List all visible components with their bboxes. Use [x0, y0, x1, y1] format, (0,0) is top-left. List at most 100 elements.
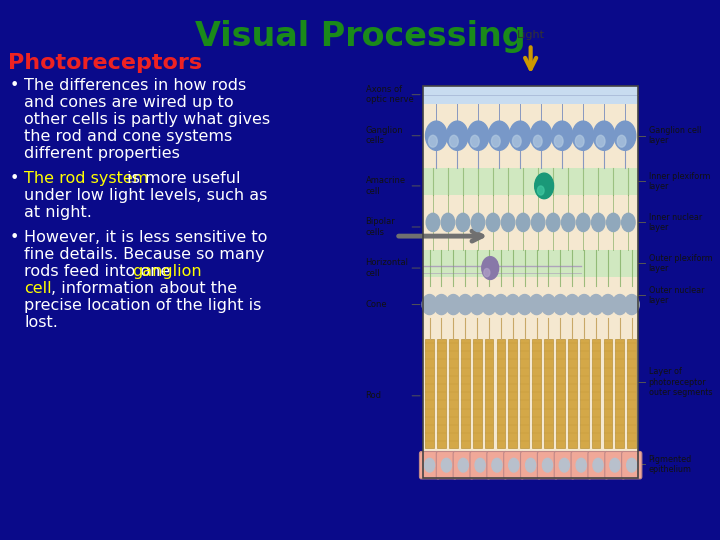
- Text: other cells is partly what gives: other cells is partly what gives: [24, 112, 270, 127]
- Circle shape: [492, 136, 500, 147]
- Circle shape: [472, 213, 485, 232]
- Bar: [423, 250, 639, 277]
- Bar: [568, 339, 577, 448]
- FancyBboxPatch shape: [436, 451, 456, 479]
- Text: Rod: Rod: [366, 392, 382, 400]
- Circle shape: [593, 121, 615, 150]
- Circle shape: [516, 213, 530, 232]
- Text: the rod and cone systems: the rod and cone systems: [24, 129, 233, 144]
- Text: Horizontal
cell: Horizontal cell: [366, 258, 408, 278]
- Circle shape: [426, 213, 440, 232]
- FancyBboxPatch shape: [588, 451, 608, 479]
- Circle shape: [441, 458, 451, 472]
- Text: and cones are wired up to: and cones are wired up to: [24, 95, 233, 110]
- Text: Light: Light: [517, 30, 544, 40]
- Circle shape: [626, 458, 636, 472]
- Circle shape: [422, 294, 437, 315]
- FancyBboxPatch shape: [453, 451, 473, 479]
- Bar: [521, 339, 529, 448]
- Circle shape: [475, 458, 485, 472]
- Text: different properties: different properties: [24, 146, 180, 161]
- Text: Inner plexiform
layer: Inner plexiform layer: [649, 172, 710, 191]
- Circle shape: [493, 294, 508, 315]
- Text: is more useful: is more useful: [122, 171, 240, 186]
- Circle shape: [565, 294, 580, 315]
- Bar: [423, 195, 639, 250]
- Text: Axons of
optic nerve: Axons of optic nerve: [366, 85, 413, 104]
- Circle shape: [577, 294, 592, 315]
- Circle shape: [469, 294, 485, 315]
- Bar: [603, 339, 612, 448]
- Bar: [556, 339, 564, 448]
- FancyBboxPatch shape: [470, 451, 490, 479]
- FancyBboxPatch shape: [504, 451, 524, 479]
- FancyBboxPatch shape: [420, 451, 440, 479]
- Circle shape: [531, 121, 552, 150]
- Text: Layer of
photoreceptor
outer segments: Layer of photoreceptor outer segments: [649, 367, 712, 397]
- Circle shape: [529, 294, 544, 315]
- Bar: [423, 85, 639, 478]
- Circle shape: [593, 458, 603, 472]
- Bar: [627, 339, 636, 448]
- Text: Outer nuclear
layer: Outer nuclear layer: [649, 286, 704, 305]
- Bar: [473, 339, 482, 448]
- Circle shape: [596, 136, 605, 147]
- Circle shape: [513, 136, 521, 147]
- Circle shape: [470, 136, 480, 147]
- FancyBboxPatch shape: [571, 451, 591, 479]
- FancyBboxPatch shape: [521, 451, 541, 479]
- Circle shape: [589, 294, 603, 315]
- Circle shape: [428, 136, 437, 147]
- Bar: [423, 85, 639, 104]
- FancyBboxPatch shape: [487, 451, 507, 479]
- Circle shape: [449, 136, 458, 147]
- Text: cell: cell: [24, 281, 52, 296]
- Bar: [423, 450, 639, 478]
- Bar: [461, 339, 469, 448]
- Bar: [532, 339, 541, 448]
- Text: The differences in how rods: The differences in how rods: [24, 78, 246, 93]
- Circle shape: [606, 213, 620, 232]
- Text: precise location of the light is: precise location of the light is: [24, 298, 261, 313]
- Circle shape: [509, 458, 519, 472]
- Circle shape: [434, 294, 449, 315]
- Circle shape: [576, 458, 586, 472]
- Text: Inner nuclear
layer: Inner nuclear layer: [649, 213, 702, 232]
- Circle shape: [509, 121, 531, 150]
- Text: ganglion: ganglion: [132, 264, 202, 279]
- Circle shape: [600, 294, 616, 315]
- Circle shape: [501, 213, 515, 232]
- Text: at night.: at night.: [24, 205, 92, 220]
- Circle shape: [575, 136, 584, 147]
- Bar: [423, 314, 639, 450]
- Circle shape: [546, 213, 560, 232]
- Circle shape: [614, 121, 636, 150]
- Text: Bipolar
cells: Bipolar cells: [366, 217, 395, 237]
- Circle shape: [441, 213, 455, 232]
- Circle shape: [482, 256, 499, 280]
- Circle shape: [624, 294, 639, 315]
- Circle shape: [526, 458, 536, 472]
- Circle shape: [542, 458, 552, 472]
- Circle shape: [535, 173, 554, 199]
- Circle shape: [486, 213, 500, 232]
- FancyBboxPatch shape: [537, 451, 557, 479]
- Circle shape: [446, 294, 461, 315]
- Bar: [497, 339, 505, 448]
- FancyBboxPatch shape: [621, 451, 642, 479]
- Circle shape: [552, 121, 573, 150]
- Circle shape: [467, 121, 489, 150]
- Text: Photoreceptors: Photoreceptors: [8, 53, 202, 73]
- Bar: [592, 339, 600, 448]
- Circle shape: [534, 136, 542, 147]
- Circle shape: [541, 294, 556, 315]
- Circle shape: [531, 213, 545, 232]
- Text: fine details. Because so many: fine details. Because so many: [24, 247, 264, 262]
- Text: Ganglion cell
layer: Ganglion cell layer: [649, 126, 701, 145]
- Text: rods feed into one: rods feed into one: [24, 264, 176, 279]
- Text: The rod system: The rod system: [24, 171, 148, 186]
- Circle shape: [446, 121, 468, 150]
- Circle shape: [592, 213, 605, 232]
- Bar: [437, 339, 446, 448]
- Circle shape: [553, 294, 568, 315]
